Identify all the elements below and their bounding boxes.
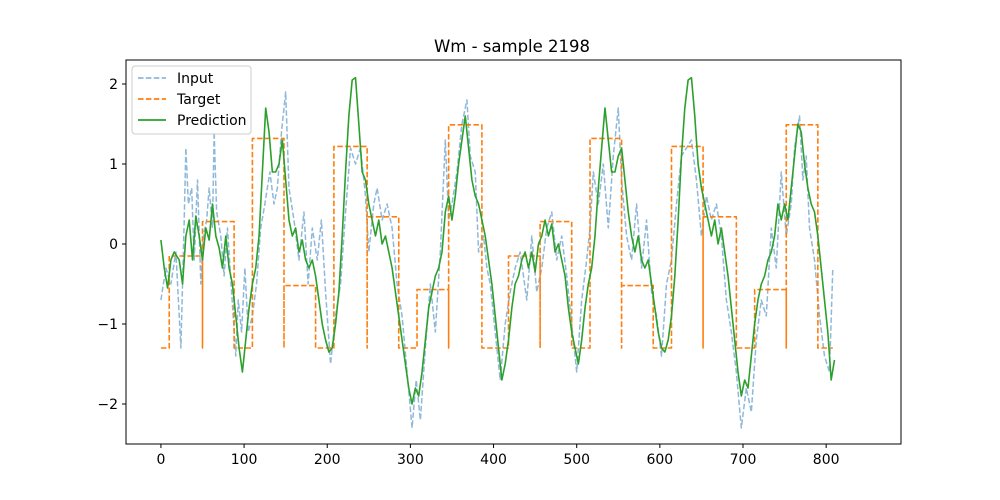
chart-title: Wm - sample 2198 [434,37,590,56]
series-layer [160,76,836,429]
series-line-prediction [160,76,836,405]
y-tick-label: −1 [97,317,118,333]
x-axis: 0 100 200 300 400 500 600 700 800 [156,444,840,468]
y-axis: −2 −1 0 1 2 [97,77,126,413]
y-tick-label: −2 [97,397,118,413]
series-line-target [160,124,833,349]
x-tick-label: 700 [730,452,757,468]
x-tick-label: 100 [231,452,258,468]
plot-frame [125,59,902,445]
y-tick-label: 2 [109,77,118,93]
x-tick-label: 300 [397,452,424,468]
legend-label-target: Target [176,92,221,108]
series-line-input [160,91,834,429]
x-tick-label: 500 [563,452,590,468]
legend-box [131,65,252,135]
x-tick-label: 0 [156,452,165,468]
y-tick-label: 1 [109,157,118,173]
x-tick-label: 200 [314,452,341,468]
x-tick-label: 400 [480,452,507,468]
y-tick-label: 0 [109,237,118,253]
x-tick-label: 600 [646,452,673,468]
legend: Input Target Prediction [131,65,252,135]
legend-label-prediction: Prediction [177,113,247,129]
x-tick-label: 800 [813,452,840,468]
legend-label-input: Input [177,71,214,87]
